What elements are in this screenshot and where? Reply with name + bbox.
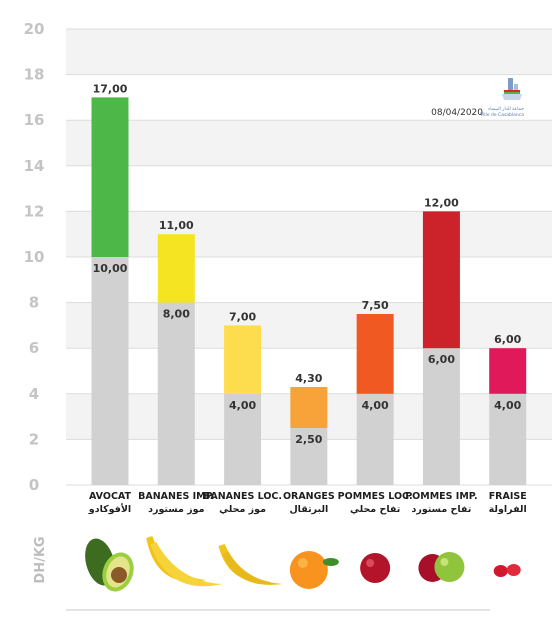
bar-min [157, 302, 195, 485]
bar-min [224, 393, 262, 485]
apple-red-icon [360, 553, 391, 583]
max-value-label: 17,00 [93, 82, 128, 95]
banana-local-icon [218, 544, 283, 585]
max-value-label: 6,00 [494, 333, 521, 346]
plot-bands [66, 28, 552, 486]
plot-band [66, 257, 552, 303]
avocado-icon [85, 538, 134, 592]
category-label: ORANGES [283, 491, 335, 502]
category-label: BANANES IMP. [138, 491, 214, 502]
plot-band [66, 74, 552, 121]
y-tick-label: 20 [24, 20, 45, 38]
category-label: POMMES LOC. [338, 491, 413, 502]
category-label-ar: موز مستورد [148, 504, 204, 515]
bar-max [290, 386, 328, 428]
max-value-label: 11,00 [159, 219, 194, 232]
category-label: AVOCAT [89, 491, 132, 502]
bars [91, 97, 527, 485]
date-label: 08/04/2020 [431, 108, 483, 118]
y-tick-label: 6 [29, 339, 39, 357]
y-tick-label: 8 [29, 294, 39, 312]
max-value-label: 7,50 [362, 299, 389, 312]
orange-icon [289, 551, 339, 589]
bar-min [91, 257, 129, 485]
banana-icon [146, 536, 223, 587]
apple-mixed-icon [418, 552, 465, 582]
strawberry-icon [493, 564, 521, 577]
y-tick-label: 0 [29, 476, 39, 494]
bar-max [224, 325, 262, 394]
y-tick-label: 18 [24, 66, 45, 84]
bar-max [157, 234, 195, 303]
plot-band [66, 211, 552, 257]
y-tick-label: 14 [24, 157, 45, 175]
category-label: FRAISE [489, 491, 527, 502]
min-value-label: 10,00 [93, 262, 128, 275]
bar-min [290, 428, 328, 485]
y-tick-label: 16 [24, 111, 45, 129]
svg-text:جماعة الدار البيضاء: جماعة الدار البيضاء [488, 107, 524, 112]
category-label-ar: الأفوكادو [88, 503, 131, 515]
data-labels: 17,00 10,00 11,00 8,00 7,00 4,00 4,30 2,50 7,50 4… [93, 82, 522, 446]
y-tick-label: 10 [24, 248, 45, 266]
max-value-label: 7,00 [229, 310, 256, 323]
bar-min [356, 393, 394, 485]
min-value-label: 6,00 [428, 353, 455, 366]
casablanca-logo: جماعة الدار البيضاء Ville de Casablanca [480, 78, 524, 118]
min-value-label: 4,00 [362, 399, 389, 412]
min-value-label: 4,00 [494, 399, 521, 412]
category-label: BANANES LOC. [203, 491, 282, 502]
y-axis-ticks: 0 2 4 6 8 10 12 14 16 18 20 [24, 20, 45, 494]
svg-text:Ville de Casablanca: Ville de Casablanca [480, 112, 524, 118]
plot-band [66, 29, 552, 75]
category-label-ar: تفاح مستورد [411, 504, 471, 515]
bar-min [422, 348, 460, 485]
max-value-label: 4,30 [295, 372, 322, 385]
plot-band [66, 120, 552, 166]
category-label-ar: موز محلي [219, 504, 266, 515]
min-value-label: 2,50 [295, 433, 322, 446]
y-axis-label: DH/KG [33, 536, 48, 583]
min-value-label: 8,00 [163, 308, 190, 321]
bar-min [489, 393, 527, 485]
bar-max [356, 314, 394, 394]
plot-band [66, 165, 552, 212]
category-label-ar: تفاح محلي [350, 504, 400, 515]
bar-max [422, 211, 460, 349]
max-value-label: 12,00 [424, 196, 459, 209]
plot-band [66, 302, 552, 349]
fruit-icons [85, 536, 521, 592]
y-tick-label: 2 [29, 430, 39, 448]
category-label-ar: البرتقال [289, 504, 328, 515]
bar-max [91, 97, 129, 258]
y-tick-label: 4 [29, 385, 39, 403]
category-label-ar: الفراولة [489, 504, 527, 515]
plot-band [66, 348, 552, 394]
min-value-label: 4,00 [229, 399, 256, 412]
category-label: POMMES IMP. [405, 491, 477, 502]
bar-max [489, 348, 527, 394]
y-tick-label: 12 [24, 202, 45, 220]
